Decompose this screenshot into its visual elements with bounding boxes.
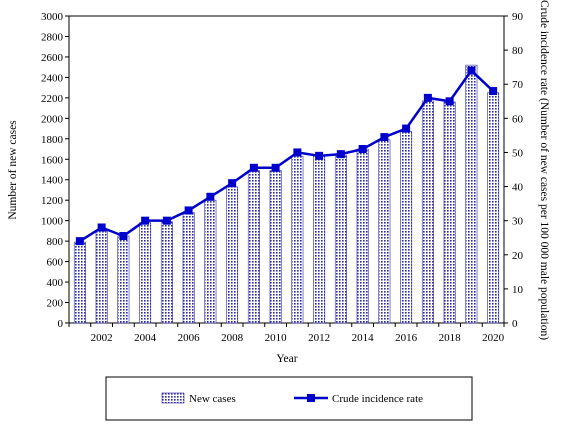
plot-area bbox=[68, 15, 505, 324]
y-left-tick-label: 1800 bbox=[41, 134, 64, 146]
x-tick-label: 2012 bbox=[308, 332, 330, 344]
y-left-tick-label: 1400 bbox=[41, 175, 64, 187]
incidence-point-2015 bbox=[380, 133, 389, 142]
incidence-point-2016 bbox=[402, 124, 411, 133]
y-left-tick-label: 2600 bbox=[41, 52, 64, 64]
y-right-tick-label: 40 bbox=[512, 182, 524, 194]
bar-2019 bbox=[465, 64, 478, 324]
bar-2011 bbox=[291, 155, 304, 324]
x-tick-label: 2008 bbox=[221, 332, 244, 344]
incidence-point-2001 bbox=[75, 237, 84, 246]
incidence-point-2002 bbox=[97, 223, 106, 232]
incidence-point-2014 bbox=[358, 145, 367, 154]
bar-2016 bbox=[400, 131, 413, 324]
incidence-point-2017 bbox=[423, 93, 432, 102]
bar-2005 bbox=[160, 221, 173, 324]
bar-2015 bbox=[378, 139, 391, 324]
x-tick-label: 2016 bbox=[395, 332, 418, 344]
y-right-tick-label: 0 bbox=[512, 318, 518, 330]
y-left-tick-label: 2200 bbox=[41, 93, 64, 105]
x-axis-title: Year bbox=[276, 353, 297, 365]
bar-2012 bbox=[313, 155, 326, 324]
x-tick-label: 2010 bbox=[265, 332, 288, 344]
x-tick-label: 2002 bbox=[91, 332, 113, 344]
y-right-tick-label: 50 bbox=[512, 147, 524, 159]
bar-2007 bbox=[204, 199, 217, 324]
incidence-point-2004 bbox=[141, 216, 150, 225]
y-left-tick-label: 2400 bbox=[41, 72, 64, 84]
bar-2003 bbox=[117, 235, 130, 324]
bar-2014 bbox=[356, 148, 369, 324]
y-right-tick-label: 10 bbox=[512, 284, 524, 296]
y-left-tick-label: 3000 bbox=[41, 11, 64, 23]
y-left-tick-label: 2800 bbox=[41, 31, 64, 43]
bar-2010 bbox=[269, 170, 282, 324]
incidence-point-2006 bbox=[184, 206, 193, 215]
y-left-tick-label: 400 bbox=[47, 277, 64, 289]
y-left-tick-label: 0 bbox=[58, 318, 64, 330]
y-left-tick-label: 1200 bbox=[41, 195, 64, 207]
x-tick-label: 2020 bbox=[482, 332, 505, 344]
line-group bbox=[75, 66, 498, 246]
incidence-point-2005 bbox=[162, 216, 171, 225]
bar-2002 bbox=[95, 230, 108, 324]
x-tick-label: 2006 bbox=[178, 332, 201, 344]
incidence-point-2008 bbox=[228, 179, 237, 188]
y-right-tick-label: 60 bbox=[512, 113, 524, 125]
bar-2013 bbox=[334, 154, 347, 324]
y-right-tick-label: 30 bbox=[512, 216, 524, 228]
bar-2001 bbox=[73, 241, 86, 324]
y-right-tick-label: 90 bbox=[512, 11, 524, 23]
x-tick-label: 2014 bbox=[352, 332, 375, 344]
y-left-tick-label: 1600 bbox=[41, 154, 64, 166]
y-right-tick-label: 80 bbox=[512, 45, 524, 57]
bar-2018 bbox=[443, 101, 456, 324]
bar-2009 bbox=[247, 170, 260, 324]
legend-label-new-cases: New cases bbox=[189, 393, 236, 405]
incidence-point-2009 bbox=[249, 163, 258, 172]
y-left-tick-label: 800 bbox=[47, 236, 64, 248]
legend-marker-incidence bbox=[307, 394, 315, 402]
y-left-tick-label: 600 bbox=[47, 257, 64, 269]
bar-2004 bbox=[139, 222, 152, 324]
incidence-point-2020 bbox=[489, 87, 498, 96]
bar-2006 bbox=[182, 212, 195, 324]
y-left-tick-label: 2000 bbox=[41, 113, 64, 125]
axes-group: 0200400600800100012001400160018002000220… bbox=[41, 11, 524, 344]
incidence-point-2003 bbox=[119, 232, 128, 241]
bar-2008 bbox=[226, 186, 239, 324]
y-right-tick-label: 70 bbox=[512, 79, 524, 91]
x-tick-label: 2004 bbox=[134, 332, 157, 344]
incidence-point-2019 bbox=[467, 66, 476, 75]
legend-label-incidence: Crude incidence rate bbox=[332, 393, 423, 405]
y-left-tick-label: 1000 bbox=[41, 216, 64, 228]
incidence-point-2013 bbox=[336, 150, 345, 159]
incidence-point-2018 bbox=[445, 97, 454, 106]
y-left-tick-label: 200 bbox=[47, 298, 64, 310]
incidence-point-2007 bbox=[206, 192, 215, 201]
y-right-tick-label: 20 bbox=[512, 250, 524, 262]
y-axis-left-title: Number of new cases bbox=[7, 120, 19, 220]
y-axis-right-title: Crude incidence rate (Number of new case… bbox=[538, 0, 550, 340]
incidence-point-2012 bbox=[315, 151, 324, 160]
incidence-point-2011 bbox=[293, 148, 302, 157]
bar-2020 bbox=[487, 92, 500, 324]
x-tick-label: 2018 bbox=[439, 332, 462, 344]
incidence-point-2010 bbox=[271, 163, 280, 172]
legend-swatch-new-cases bbox=[161, 392, 185, 404]
bar-2017 bbox=[421, 100, 434, 324]
